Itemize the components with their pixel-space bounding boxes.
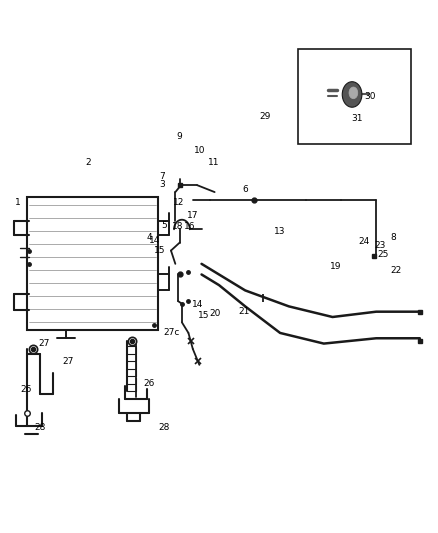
Text: 12: 12 xyxy=(173,198,184,207)
Ellipse shape xyxy=(349,87,358,99)
Ellipse shape xyxy=(342,82,362,107)
Text: 19: 19 xyxy=(330,262,342,271)
Text: 20: 20 xyxy=(209,309,220,318)
Text: 21: 21 xyxy=(239,307,250,316)
Text: 15: 15 xyxy=(154,246,166,255)
Text: 17: 17 xyxy=(187,212,198,221)
Text: 24: 24 xyxy=(358,237,370,246)
Text: 4: 4 xyxy=(146,233,152,242)
Text: 2: 2 xyxy=(85,158,91,167)
Text: 29: 29 xyxy=(259,112,271,121)
Text: 3: 3 xyxy=(159,180,165,189)
Text: 8: 8 xyxy=(391,233,396,242)
Text: 27c: 27c xyxy=(164,328,180,337)
Text: 13: 13 xyxy=(274,228,286,237)
Bar xyxy=(297,49,411,144)
Text: 22: 22 xyxy=(390,266,402,275)
Text: 28: 28 xyxy=(158,423,169,432)
Text: 14: 14 xyxy=(191,300,203,309)
Text: 16: 16 xyxy=(184,222,195,231)
Text: 30: 30 xyxy=(364,92,375,101)
Text: 25: 25 xyxy=(378,251,389,260)
Text: 15: 15 xyxy=(198,311,210,320)
Text: 14: 14 xyxy=(148,237,160,246)
Text: 18: 18 xyxy=(172,222,183,231)
Text: 28: 28 xyxy=(34,423,46,432)
Text: 9: 9 xyxy=(176,132,182,141)
Text: 23: 23 xyxy=(375,241,386,250)
Text: 26: 26 xyxy=(144,379,155,388)
Text: 7: 7 xyxy=(159,172,165,181)
Text: 10: 10 xyxy=(194,146,205,155)
Text: 11: 11 xyxy=(208,158,219,167)
Bar xyxy=(27,197,158,330)
Text: 27: 27 xyxy=(39,339,50,348)
Text: 27: 27 xyxy=(63,357,74,366)
Text: 5: 5 xyxy=(162,221,167,230)
Text: 6: 6 xyxy=(242,185,248,194)
Text: 26: 26 xyxy=(20,385,32,394)
Text: 31: 31 xyxy=(351,114,362,123)
Text: 1: 1 xyxy=(15,198,21,207)
